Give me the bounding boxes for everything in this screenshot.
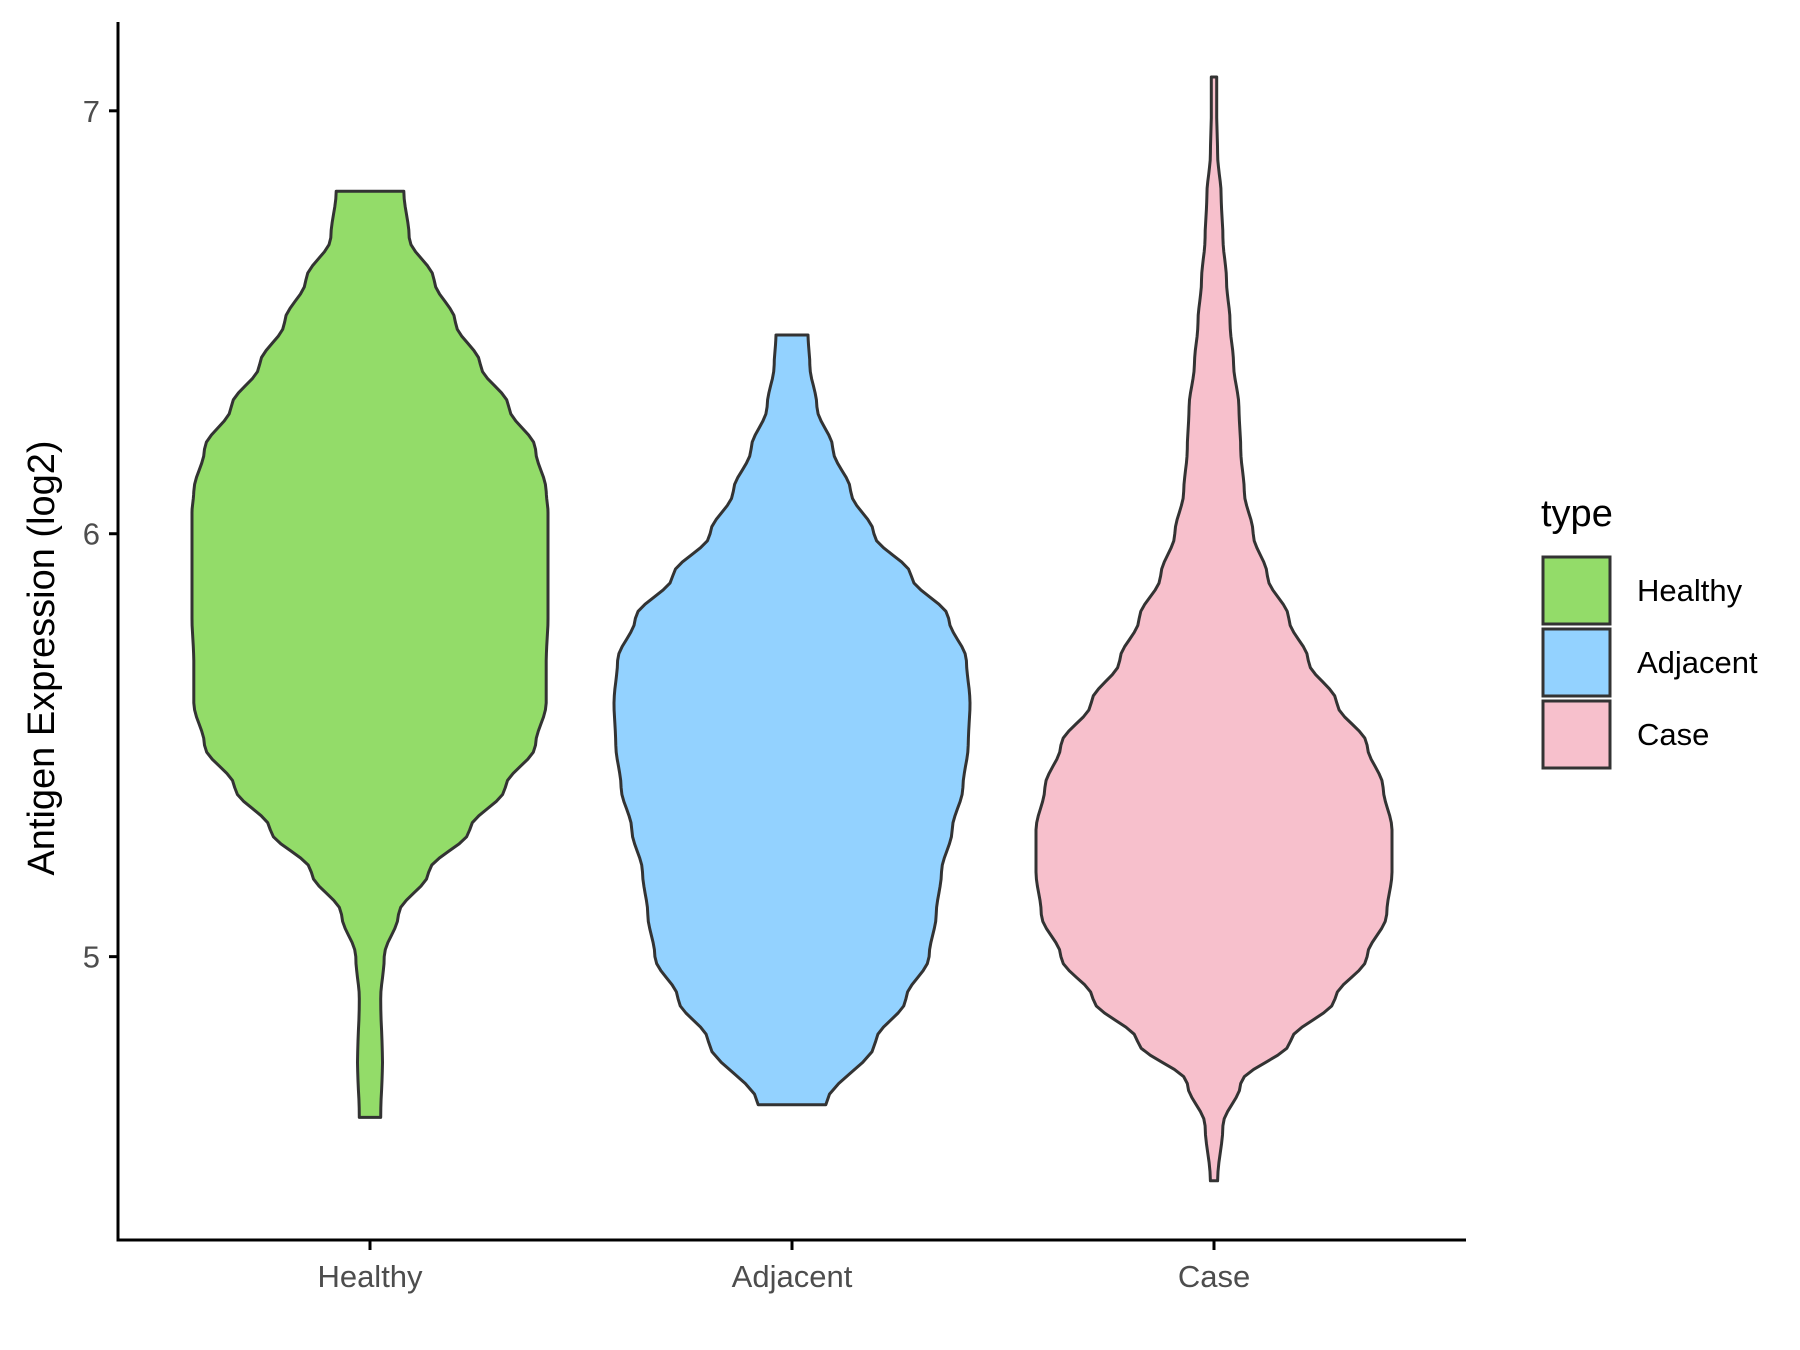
violin-healthy [190,189,550,1119]
legend: type Healthy Adjacent Case [1541,493,1758,770]
y-tick-label: 5 [83,940,100,975]
violin-layer [190,75,1394,1183]
legend-label: Case [1637,717,1709,752]
y-tick-label: 6 [83,517,100,552]
legend-title: type [1541,493,1613,535]
x-tick-label: Case [1178,1259,1250,1294]
violin-case [1034,75,1394,1183]
legend-key-healthy [1541,555,1612,626]
y-tick-label: 7 [83,94,100,129]
legend-key-case [1541,699,1612,770]
y-axis-title: Antigen Expression (log2) [21,440,63,875]
legend-label: Adjacent [1637,645,1758,680]
x-ticks: Healthy Adjacent Case [317,1240,1250,1294]
x-tick-label: Healthy [317,1259,423,1294]
legend-entries: Healthy Adjacent Case [1541,555,1758,770]
legend-key-adjacent [1541,627,1612,698]
violin-adjacent [612,333,972,1107]
legend-label: Healthy [1637,573,1743,608]
y-ticks: 5 6 7 [83,94,118,975]
x-tick-label: Adjacent [732,1259,853,1294]
